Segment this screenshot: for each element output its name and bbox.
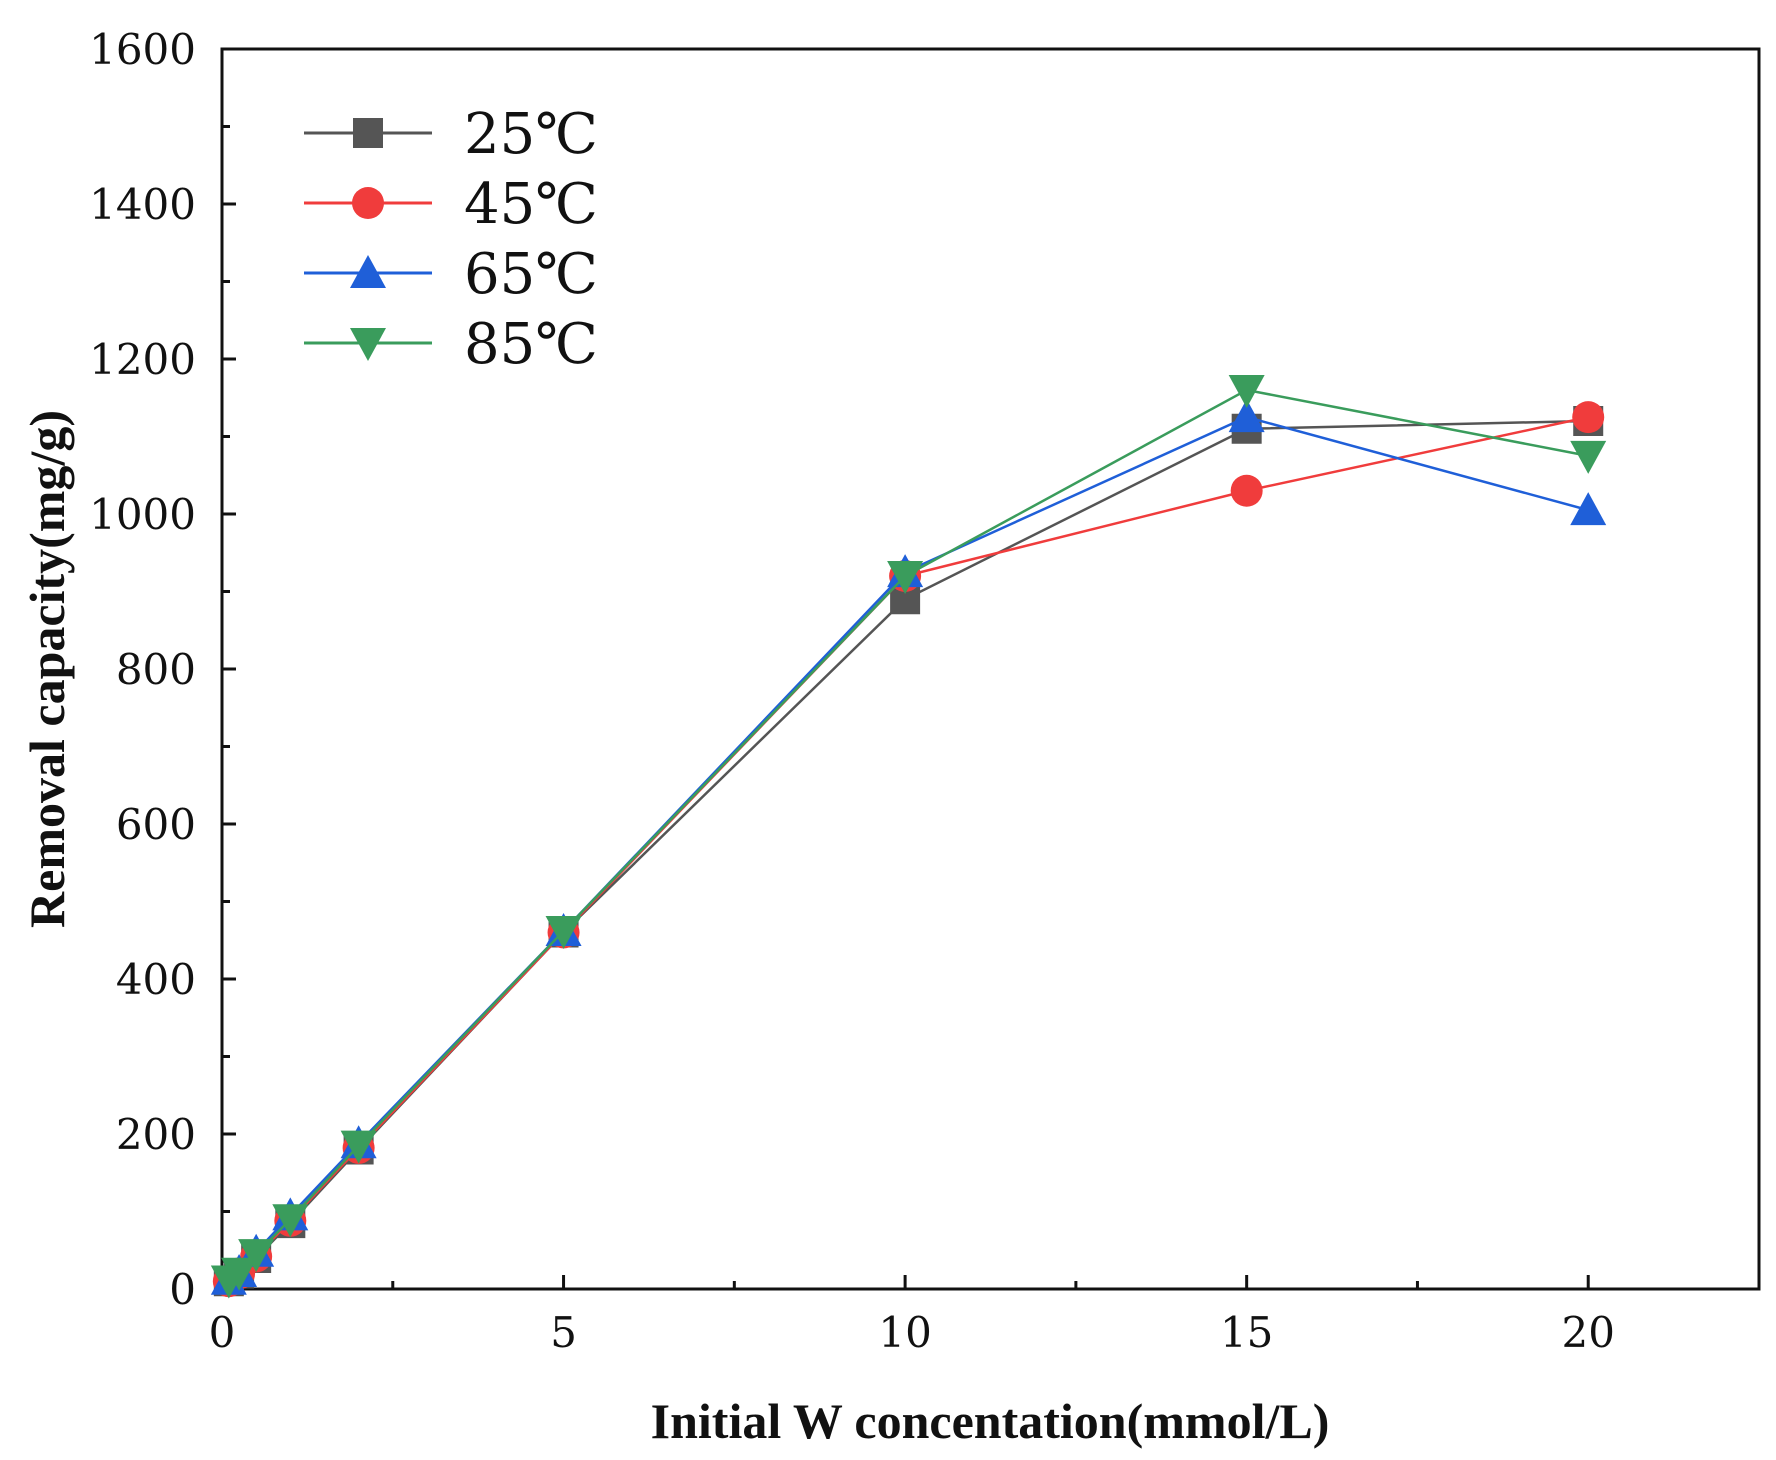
- series-1: [212, 401, 1605, 1298]
- y-axis-title: Removal capacity(mg/g): [19, 410, 75, 928]
- x-tick-label-3: 15: [1220, 1308, 1273, 1357]
- legend-label-2: 65℃: [464, 242, 598, 307]
- series-2-point-8: [1570, 492, 1607, 526]
- legend-label-1: 45℃: [464, 172, 598, 237]
- series-2-point-7: [1228, 399, 1265, 433]
- series-2: [210, 399, 1607, 1295]
- series-line-0: [228, 419, 1589, 1283]
- series-line-1: [228, 415, 1589, 1283]
- x-tick-label-4: 20: [1561, 1308, 1614, 1357]
- y-tick-label-8: 1600: [89, 25, 196, 74]
- series-3-point-2: [238, 1239, 275, 1273]
- series-line-3: [228, 388, 1589, 1282]
- plot-frame: [220, 47, 1761, 1291]
- legend-marker-1: [352, 187, 384, 219]
- legend: 25℃45℃65℃85℃: [304, 102, 598, 377]
- series-3-point-7: [1228, 375, 1265, 408]
- series-layer: [210, 375, 1607, 1299]
- legend-label-0: 25℃: [464, 102, 598, 167]
- x-axis-title: Initial W concentation(mmol/L): [651, 1393, 1330, 1449]
- legend-label-3: 85℃: [464, 312, 598, 377]
- series-3-point-5: [545, 915, 582, 949]
- series-3-point-8: [1570, 440, 1607, 474]
- y-tick-label-2: 400: [116, 955, 196, 1004]
- series-1-point-8: [1572, 401, 1605, 434]
- series-3-point-4: [340, 1130, 377, 1164]
- legend-marker-3: [350, 328, 386, 361]
- series-3-point-3: [272, 1204, 309, 1238]
- x-tick-label-1: 5: [550, 1308, 577, 1357]
- y-tick-label-5: 1000: [89, 490, 196, 539]
- x-tick-label-2: 10: [878, 1308, 931, 1357]
- y-tick-label-0: 0: [169, 1265, 196, 1314]
- y-tick-label-6: 1200: [89, 335, 196, 384]
- x-tick-label-0: 0: [209, 1308, 236, 1357]
- y-tick-label-7: 1400: [89, 180, 196, 229]
- series-3-point-6: [887, 561, 924, 594]
- legend-marker-2: [350, 255, 386, 288]
- legend-marker-0: [353, 118, 383, 148]
- y-tick-label-4: 800: [116, 645, 196, 694]
- y-tick-label-3: 600: [116, 800, 196, 849]
- series-3: [210, 375, 1607, 1299]
- series-3-point-1: [221, 1257, 258, 1291]
- series-line-2: [228, 415, 1589, 1281]
- series-1-point-7: [1230, 474, 1263, 507]
- series-0: [213, 406, 1604, 1297]
- y-tick-label-1: 200: [116, 1110, 196, 1159]
